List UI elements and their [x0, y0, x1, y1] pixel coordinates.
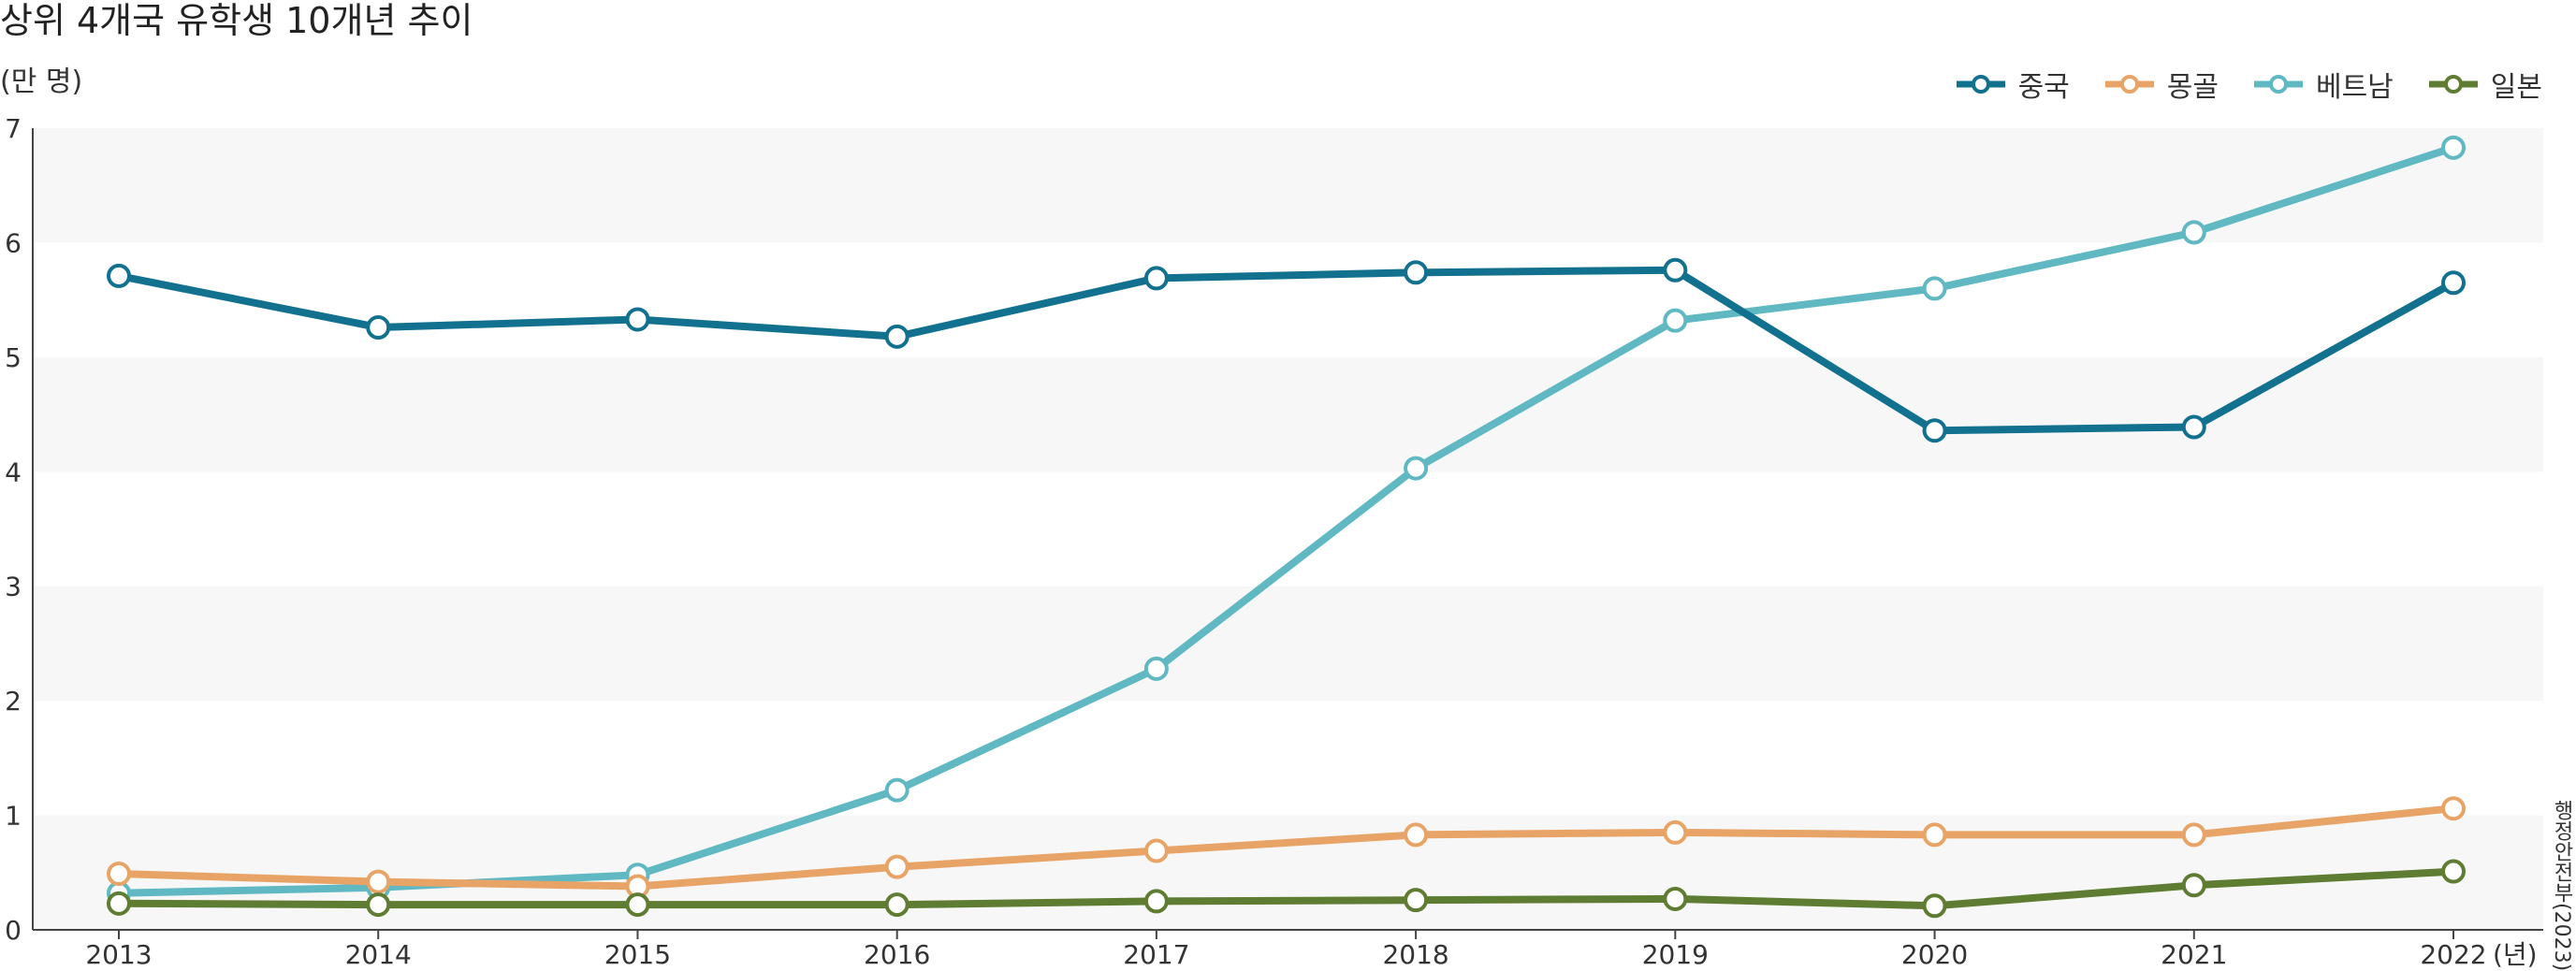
- data-point-3: [1143, 656, 1169, 681]
- y-tick-label: 6: [5, 227, 22, 258]
- data-point-2: [1922, 822, 1947, 848]
- legend-marker: [2119, 75, 2139, 94]
- y-tick-label: 1: [5, 801, 22, 832]
- legend-item: 일본: [2427, 64, 2542, 105]
- data-point-2: [1143, 838, 1169, 863]
- data-point-1: [1663, 257, 1688, 283]
- data-point-2: [366, 869, 391, 894]
- y-tick-label: 2: [5, 686, 22, 717]
- data-point-4: [2441, 859, 2466, 884]
- data-point-3: [1663, 308, 1688, 333]
- data-point-4: [625, 892, 650, 918]
- y-axis-unit-label: (만 명): [0, 65, 83, 98]
- legend-label: 중국: [2017, 71, 2070, 104]
- data-point-3: [1404, 456, 1429, 481]
- data-point-4: [1143, 889, 1169, 914]
- series-line-1: [115, 266, 2457, 435]
- data-point-3: [2181, 220, 2206, 245]
- legend-item: 중국: [1955, 64, 2070, 105]
- data-point-3: [1922, 276, 1947, 301]
- x-tick-label: 2017: [1123, 939, 1189, 967]
- data-point-2: [1663, 819, 1688, 845]
- data-point-1: [884, 324, 910, 349]
- data-point-4: [1404, 888, 1429, 913]
- legend-marker: [2443, 75, 2463, 94]
- x-tick-label: 2016: [864, 939, 930, 967]
- data-point-1: [107, 263, 131, 288]
- source-note: 행정안전부(2023): [2550, 800, 2573, 971]
- data-point-4: [884, 892, 910, 918]
- x-tick-label: 2015: [604, 939, 671, 967]
- legend-label: 베트남: [2315, 71, 2394, 104]
- data-point-1: [1922, 418, 1947, 443]
- x-tick-label: 2013: [85, 939, 152, 967]
- y-tick-label: 3: [5, 572, 22, 602]
- y-tick-label: 7: [5, 113, 22, 144]
- chart-title: 상위 4개국 유학생 10개년 추이: [0, 0, 473, 41]
- x-tick-label: 2014: [345, 939, 412, 967]
- legend-label: 일본: [2490, 71, 2542, 104]
- legend-swatch: [2253, 75, 2303, 94]
- grid-band: [33, 356, 2543, 472]
- data-point-4: [1663, 886, 1688, 911]
- series-line-2: [115, 804, 2457, 891]
- x-tick-label: 2021: [2161, 939, 2227, 967]
- y-tick-label: 4: [5, 457, 22, 487]
- legend-item: 베트남: [2252, 64, 2394, 105]
- y-tick-label: 5: [5, 342, 22, 373]
- data-point-2: [107, 862, 131, 887]
- legend-item: 몽골: [2103, 64, 2219, 105]
- data-point-4: [366, 892, 391, 918]
- data-point-2: [2181, 822, 2206, 848]
- legend-marker: [1971, 75, 1990, 94]
- data-point-3: [884, 777, 910, 803]
- x-tick-label: 2022: [2420, 939, 2486, 967]
- data-point-1: [2181, 414, 2206, 440]
- legend-swatch: [1956, 75, 2005, 94]
- series-line-3: [115, 143, 2457, 897]
- y-tick-label: 0: [5, 915, 22, 946]
- data-point-1: [1404, 260, 1429, 285]
- grid-band: [33, 128, 2543, 243]
- x-tick-label: 2018: [1382, 939, 1448, 967]
- x-tick-label: 2019: [1642, 939, 1709, 967]
- data-point-2: [884, 854, 910, 879]
- legend-marker: [2268, 75, 2288, 94]
- legend-swatch: [2104, 75, 2154, 94]
- data-point-4: [107, 891, 131, 916]
- data-point-4: [1922, 893, 1947, 919]
- data-point-1: [625, 307, 650, 332]
- data-point-1: [366, 315, 391, 341]
- data-point-1: [1143, 266, 1169, 291]
- data-point-4: [2181, 873, 2206, 898]
- grid-band: [33, 586, 2543, 702]
- data-point-2: [2441, 796, 2466, 821]
- x-tick-label: 2020: [1901, 939, 1968, 967]
- series-line-4: [115, 867, 2457, 910]
- legend-label: 몽골: [2166, 71, 2219, 104]
- data-point-1: [2441, 270, 2466, 296]
- legend: 중국 몽골 베트남 일본: [1955, 64, 2542, 105]
- x-axis-unit-label: (년): [2493, 939, 2538, 967]
- legend-swatch: [2428, 75, 2478, 94]
- data-point-3: [2441, 135, 2466, 160]
- data-point-2: [1404, 822, 1429, 848]
